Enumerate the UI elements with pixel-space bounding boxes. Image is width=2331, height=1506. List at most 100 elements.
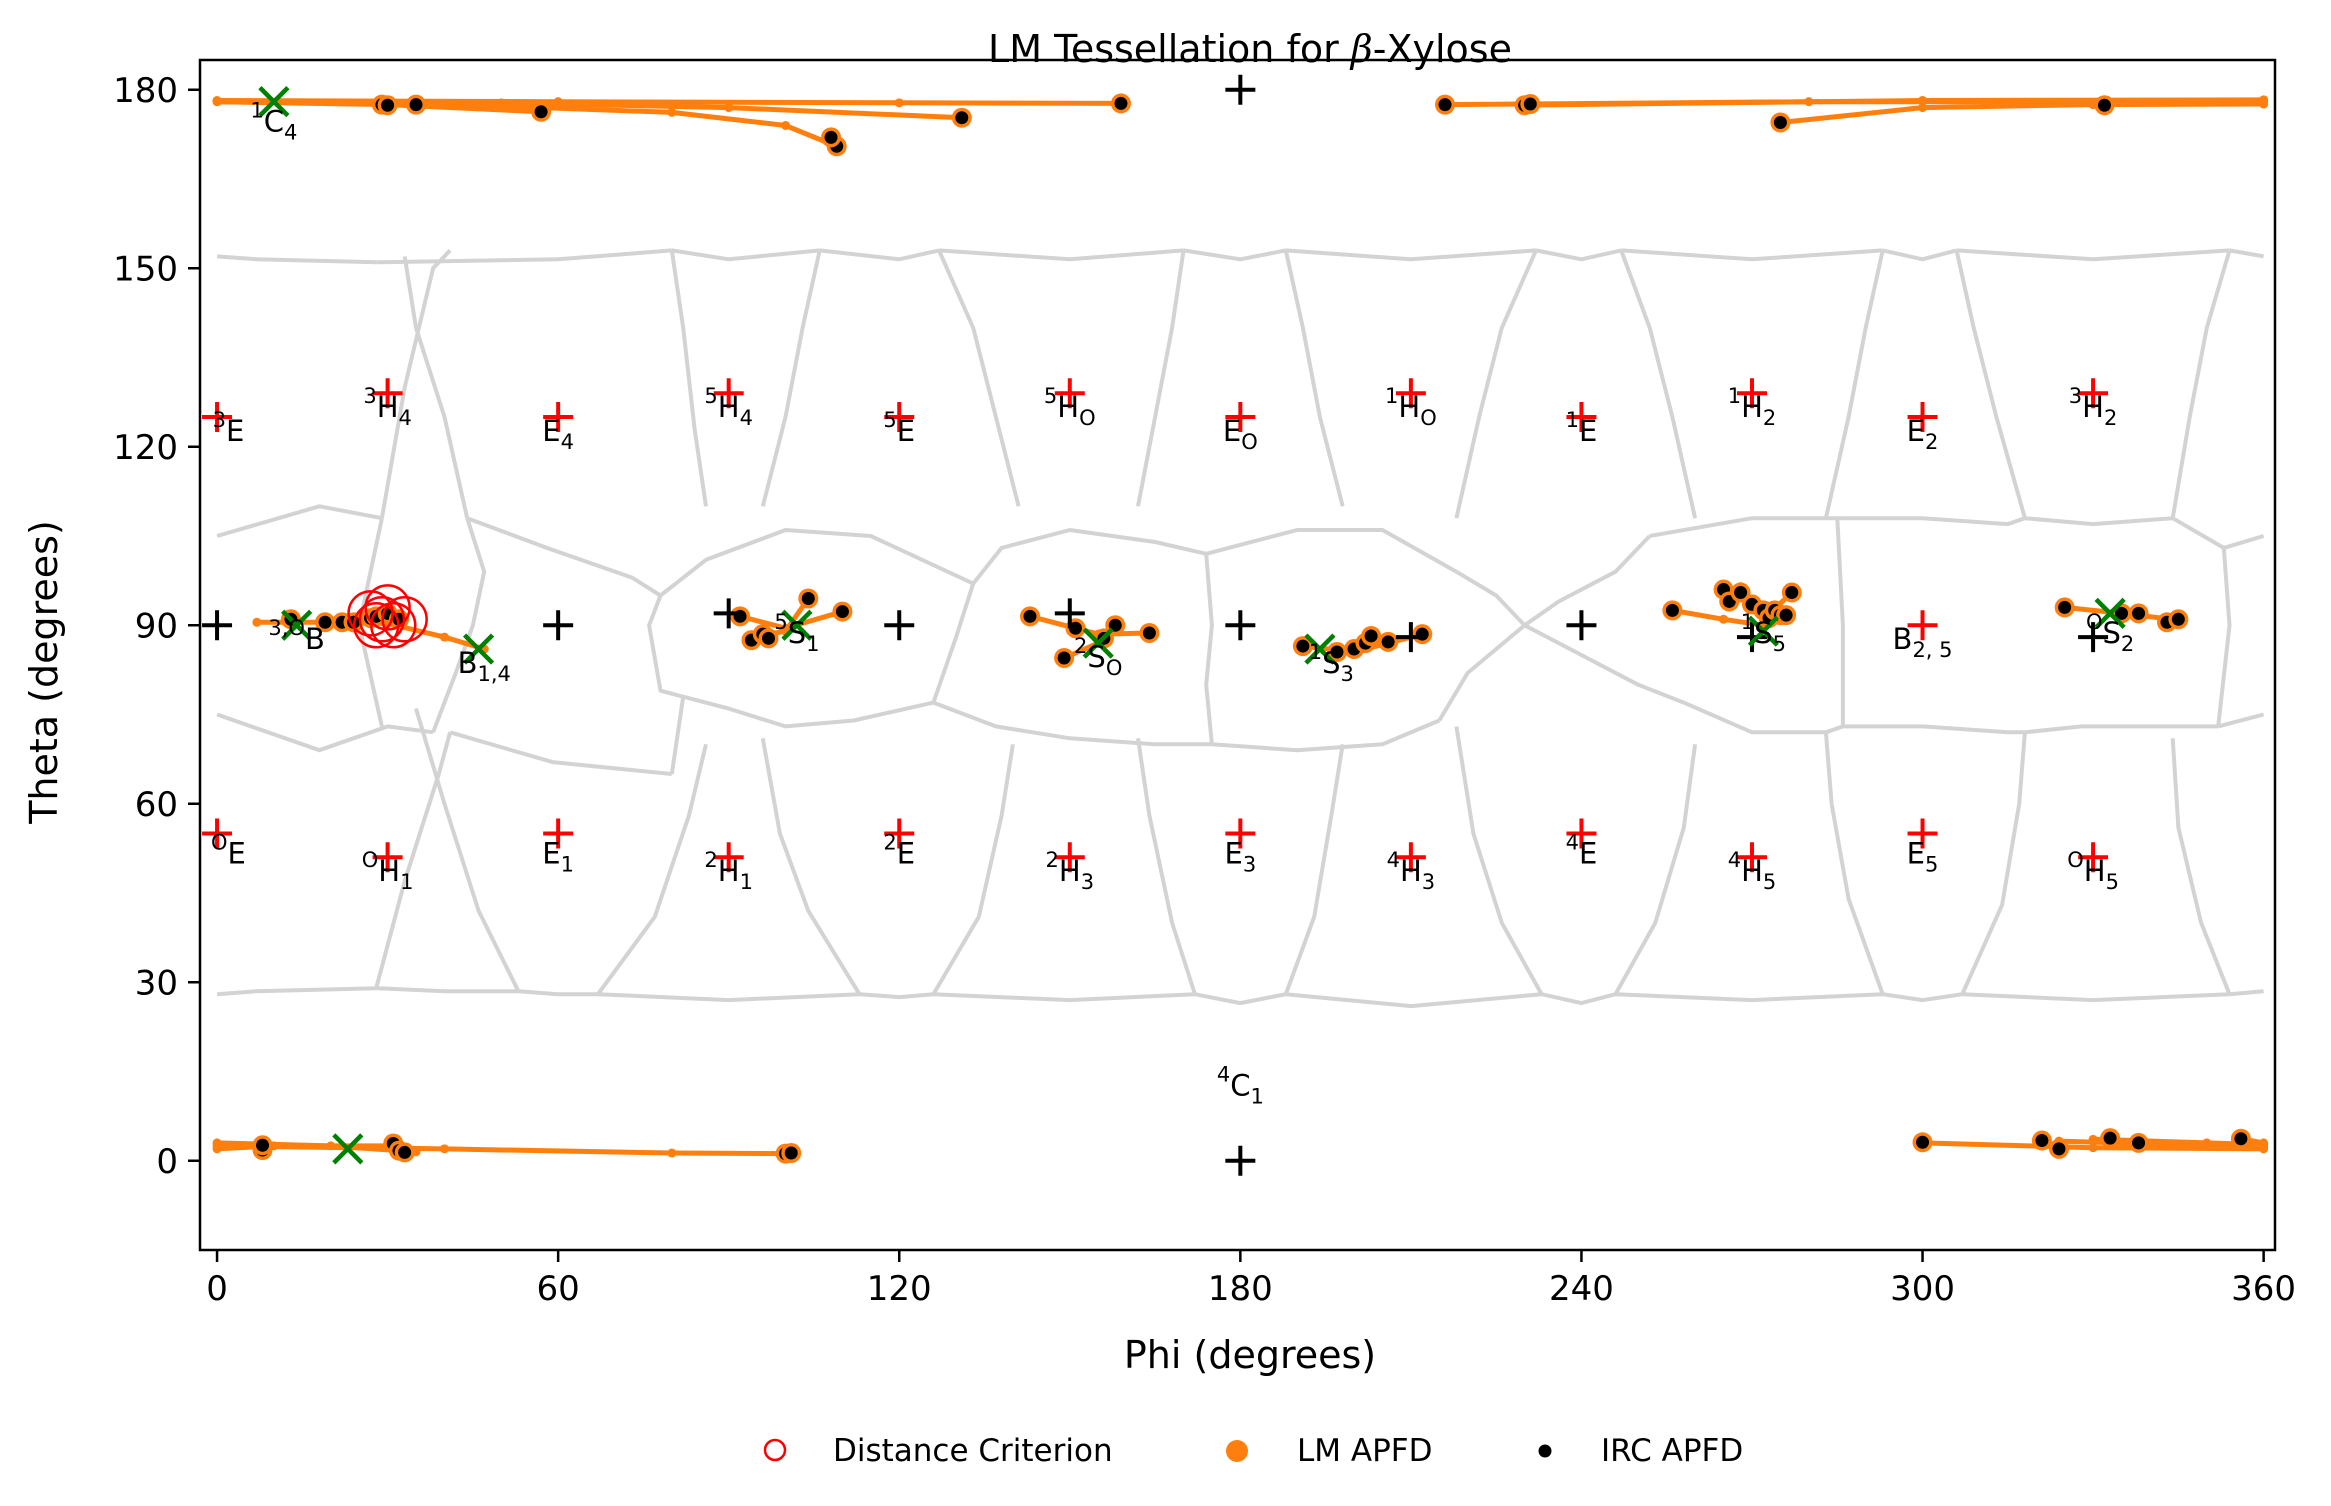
irc-point	[318, 615, 332, 629]
ring-label-sup: 3	[2069, 384, 2082, 408]
red-center-marker	[1566, 818, 1597, 849]
ring-label-sub: 1	[806, 632, 819, 656]
x-tick-label: 60	[537, 1269, 580, 1309]
irc-point	[1916, 1135, 1930, 1149]
x-tick-label: 240	[1549, 1269, 1614, 1309]
ring-label: 3H2	[2069, 384, 2118, 430]
ring-label-sup: 1	[1385, 384, 1398, 408]
ring-label-sub: O	[1241, 430, 1258, 454]
black-center-marker	[1225, 1145, 1256, 1176]
lm-point	[1918, 95, 1928, 105]
red-center-marker	[1907, 610, 1938, 641]
irc-point	[2132, 1136, 2146, 1150]
lm-point	[1719, 614, 1729, 624]
lm-point	[2259, 1138, 2269, 1148]
ring-label: 3H4	[363, 384, 412, 430]
ring-label: 5S1	[774, 610, 819, 656]
irc-point	[381, 98, 395, 112]
voronoi-edge	[1285, 992, 1542, 1009]
voronoi-edge	[1615, 992, 1883, 1003]
voronoi-edge	[1205, 528, 1458, 574]
voronoi-edge	[971, 528, 1207, 585]
voronoi-edge	[431, 517, 487, 734]
red-center-marker	[1225, 402, 1256, 432]
voronoi-edge	[671, 248, 820, 262]
voronoi-edge	[1842, 724, 2025, 735]
voronoi-edge	[216, 986, 377, 997]
irc-point	[1057, 651, 1071, 665]
voronoi-edge	[414, 708, 521, 993]
black-center-marker	[713, 598, 744, 629]
irc-point	[2103, 1131, 2117, 1145]
ring-label-sup: 1	[250, 98, 263, 122]
voronoi-edge	[1956, 248, 2230, 262]
irc-point	[1665, 603, 1679, 617]
ring-label: 2H1	[704, 848, 753, 894]
y-tick-label: 30	[135, 963, 178, 1003]
lm-point	[252, 617, 262, 627]
lm-path	[1777, 101, 2267, 125]
irc-point	[1381, 635, 1395, 649]
ring-label: 2SO	[1074, 634, 1122, 680]
ring-label-sub: 4	[561, 430, 574, 454]
ring-label: 4H3	[1387, 848, 1436, 894]
voronoi-edge	[669, 250, 708, 507]
ring-label-base: S	[2103, 616, 2121, 650]
black-center-marker	[1736, 622, 1767, 653]
voronoi-edge	[1523, 534, 1652, 627]
y-axis-ticks: 0 30 60 90 120 150 180	[113, 71, 200, 1182]
ring-label-sub: 3	[1243, 852, 1256, 876]
red-center-marker	[1054, 378, 1085, 409]
irc-point	[2097, 98, 2111, 112]
red-center-marker	[202, 818, 233, 849]
voronoi-edge	[1541, 992, 1617, 1006]
ring-label-sup: 3,O	[268, 616, 305, 640]
legend-lm-marker	[1226, 1440, 1248, 1462]
ring-label-base: E	[1907, 836, 1925, 870]
ring-label: E4	[542, 414, 574, 454]
irc-point	[2058, 600, 2072, 614]
ring-label-sup: 2	[883, 830, 896, 854]
lm-point	[439, 1144, 449, 1154]
y-axis-label: Theta (degrees)	[22, 520, 66, 825]
lm-point	[1918, 103, 1928, 113]
ring-label-sub: 2	[2121, 632, 2134, 656]
voronoi-edge	[931, 743, 1015, 996]
ring-label-sup: O	[2086, 610, 2103, 634]
voronoi-edge	[931, 582, 976, 704]
x-axis-label: Phi (degrees)	[1124, 1333, 1376, 1377]
distance-circle	[358, 596, 406, 643]
voronoi-edge	[1283, 249, 1345, 507]
x-tick-label: 360	[2231, 1269, 2296, 1309]
voronoi-edge	[1136, 250, 1186, 507]
ring-label-sub: 3	[1422, 870, 1435, 894]
voronoi-edge	[2217, 712, 2265, 729]
lm-cross	[2094, 597, 2126, 629]
ring-label-sup: 1	[1741, 610, 1754, 634]
ring-label-sup: 4	[1566, 830, 1579, 854]
irc-point	[1114, 96, 1128, 110]
ring-label: 1HO	[1385, 384, 1437, 430]
voronoi-edge	[933, 992, 1195, 1003]
ring-label-sub: 4	[740, 406, 753, 430]
ring-label-base: H	[1741, 854, 1763, 888]
voronoi-edge	[376, 986, 519, 994]
ring-label-sub: 2	[2104, 406, 2117, 430]
irc-point	[1108, 618, 1122, 632]
ring-label-sub: 5	[1925, 852, 1938, 876]
black-center-marker	[1054, 598, 1085, 629]
ring-label-sub: 2	[1763, 406, 1776, 430]
lm-cross	[462, 633, 495, 665]
red-center-marker	[1054, 842, 1085, 873]
voronoi-edge	[938, 248, 1184, 262]
ring-label: 3,OB	[268, 616, 324, 656]
voronoi-edge	[1882, 248, 1958, 262]
ring-label-base: H	[1057, 390, 1079, 424]
red-center-marker	[372, 378, 403, 409]
distance-circle	[364, 584, 411, 631]
voronoi-edge	[1842, 516, 2026, 527]
ring-label: 4H5	[1728, 848, 1777, 894]
voronoi-edge	[1204, 553, 1214, 745]
ring-label-sup: O	[211, 830, 228, 854]
